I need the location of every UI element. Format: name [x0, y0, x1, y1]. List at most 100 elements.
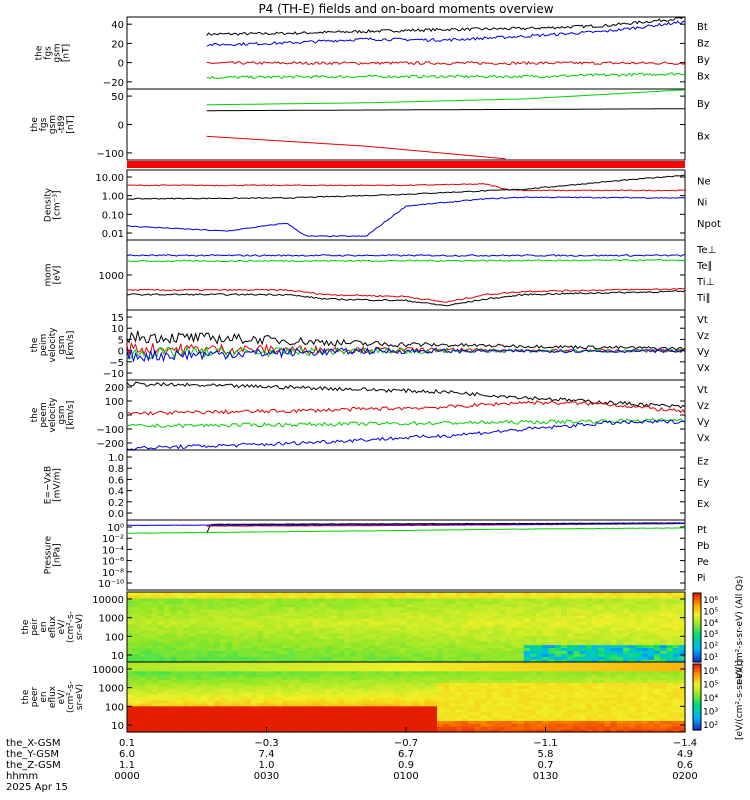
svg-text:gsm: gsm — [57, 405, 67, 424]
y-tick-label: 10.00 — [95, 173, 124, 184]
x-axis-value: 6.7 — [398, 749, 414, 760]
series-ti⊥-line — [126, 287, 686, 303]
x-axis-value: 0200 — [672, 771, 697, 782]
svg-text:peim: peim — [39, 334, 49, 357]
y-tick-label: 1000 — [99, 684, 124, 695]
y-axis-label: Density [cm⁻³] — [44, 187, 63, 222]
svg-text:eflux: eflux — [48, 615, 58, 638]
y-tick-label: 100 — [105, 397, 124, 408]
panel-efield: 1.00.80.60.40.20.0 E=−VxB [mV/m] Ez Ey Ex — [44, 449, 709, 521]
svg-text:eV/: eV/ — [57, 689, 67, 705]
legend-entry: Bx — [697, 71, 710, 82]
y-tick-label: 0 — [118, 121, 124, 132]
y-tick-label: 0.2 — [108, 498, 124, 509]
legend-entry: Vy — [697, 347, 710, 358]
panel-fgs_gsm: 40 20 0 −20 the fgs gsm [nT] Bt Bz By Bx — [35, 16, 710, 90]
y-tick-label: 10000 — [92, 595, 124, 606]
y-tick-label: 20 — [111, 39, 124, 50]
series-pe-line — [126, 527, 686, 534]
svg-text:velocity: velocity — [48, 327, 58, 363]
x-axis-value: 0.7 — [538, 760, 554, 771]
svg-text:the: the — [30, 407, 40, 422]
x-axis-value: 4.9 — [677, 749, 693, 760]
x-axis-value: −0.3 — [254, 738, 278, 749]
svg-text:eV/: eV/ — [57, 619, 67, 635]
y-tick-label: 1.0 — [108, 453, 124, 464]
series-bt-line — [206, 16, 686, 36]
legend-entry: Ne — [697, 176, 711, 187]
y-tick-label: 10 — [111, 721, 124, 732]
panel-temperature: 1000 mom [eV] Te⊥ Te∥ Ti⊥ Ti∥ — [44, 239, 716, 311]
y-tick-label: 0.8 — [108, 464, 124, 475]
series-pi-line — [126, 522, 686, 527]
y-tick-label: 10⁻¹⁰ — [98, 579, 124, 590]
series-ti∥-line — [127, 290, 686, 307]
colorbar-tick: 10¹ — [703, 653, 718, 663]
colorbar-tick: 10⁶ — [703, 596, 718, 606]
colorbar-label: eV/(cm²-s-sr-eV) (All Qs) — [735, 576, 745, 685]
svg-text:[eV]: [eV] — [53, 266, 63, 285]
legend-entry: Bx — [697, 131, 710, 142]
y-tick-label: −200 — [97, 439, 124, 450]
legend-entry: Npot — [697, 219, 721, 230]
panel-peir_en_eflux: 10000 1000 100 10 the peir en eflux eV/(cm²-s-sr… — [21, 591, 686, 663]
svg-text:Density: Density — [44, 187, 54, 222]
series-bx-line — [206, 108, 685, 112]
legend-entry: Ti⊥ — [696, 277, 714, 288]
y-tick-label: 10⁻⁸ — [102, 568, 124, 579]
y-tick-label: 10⁻⁶ — [102, 557, 124, 568]
y-tick-label: 0.01 — [102, 229, 124, 240]
y-axis-label: E=−VxB [mV/m] — [44, 466, 63, 504]
legend-entry: Vz — [697, 401, 709, 412]
series-bx-line — [206, 20, 686, 47]
x-axis-value: 1.1 — [119, 760, 135, 771]
y-axis-label: the peir en eflux eV/(cm²-s-sr-eV) — [21, 611, 85, 643]
svg-text:eflux: eflux — [48, 685, 58, 708]
y-tick-label: 0 — [118, 347, 124, 358]
panel-frame — [126, 519, 686, 591]
svg-text:[nT]: [nT] — [66, 115, 76, 133]
x-axis-value: −0.7 — [394, 738, 418, 749]
x-axis-value: 0030 — [254, 771, 279, 782]
colorbar-tick: 10² — [703, 721, 718, 731]
y-tick-label: 10⁻⁴ — [102, 545, 124, 556]
colorbar-tick: 10⁴ — [703, 619, 718, 629]
y-tick-label: 100 — [105, 702, 124, 713]
y-tick-label: −20 — [103, 78, 124, 89]
panel-density: 10.00 1.00 0.10 0.01 Density [cm⁻³] Ne Ni Npot — [44, 169, 721, 241]
x-axis-value: 6.0 — [119, 749, 135, 760]
series-vx-line — [126, 419, 686, 451]
legend-entry: Te∥ — [696, 261, 713, 272]
y-axis-label: the fgs gsm [nT] — [35, 43, 72, 62]
y-tick-label: 1.00 — [102, 192, 124, 203]
svg-text:[km/s]: [km/s] — [66, 331, 76, 360]
x-axis-row-label: 2025 Apr 15 — [6, 782, 68, 793]
legend-entry: Ez — [697, 456, 709, 467]
y-tick-label: 1000 — [99, 271, 124, 282]
series-npot-line — [126, 196, 686, 238]
x-axis-value: −1.4 — [673, 738, 697, 749]
y-tick-label: 0 — [118, 411, 124, 422]
series-ni-line — [126, 174, 686, 200]
svg-text:gsm: gsm — [57, 335, 67, 354]
y-tick-label: 100 — [105, 632, 124, 643]
legend-entry: Vx — [697, 363, 710, 374]
x-axis-value: 0.1 — [119, 738, 135, 749]
series-by-line — [206, 72, 686, 80]
legend-entry: Pe — [697, 557, 709, 568]
legend-entry: Ti∥ — [696, 293, 711, 304]
y-tick-label: 0.0 — [108, 509, 124, 520]
legend-entry: Bz — [697, 38, 709, 49]
y-axis-label: the fgs gsm -t89 [nT] — [30, 115, 76, 134]
colorbar-tick: 10³ — [703, 708, 718, 718]
y-tick-label: 1000 — [99, 614, 124, 625]
svg-text:E=−VxB: E=−VxB — [44, 466, 54, 504]
y-tick-label: 0.6 — [108, 475, 124, 486]
svg-text:fgs: fgs — [39, 117, 49, 131]
y-axis-label: the peer en eflux eV/(cm²-s-sr-eV) — [21, 681, 85, 713]
svg-text:the: the — [21, 689, 31, 704]
series-vy-line — [126, 417, 686, 429]
y-tick-label: 10000 — [92, 665, 124, 676]
